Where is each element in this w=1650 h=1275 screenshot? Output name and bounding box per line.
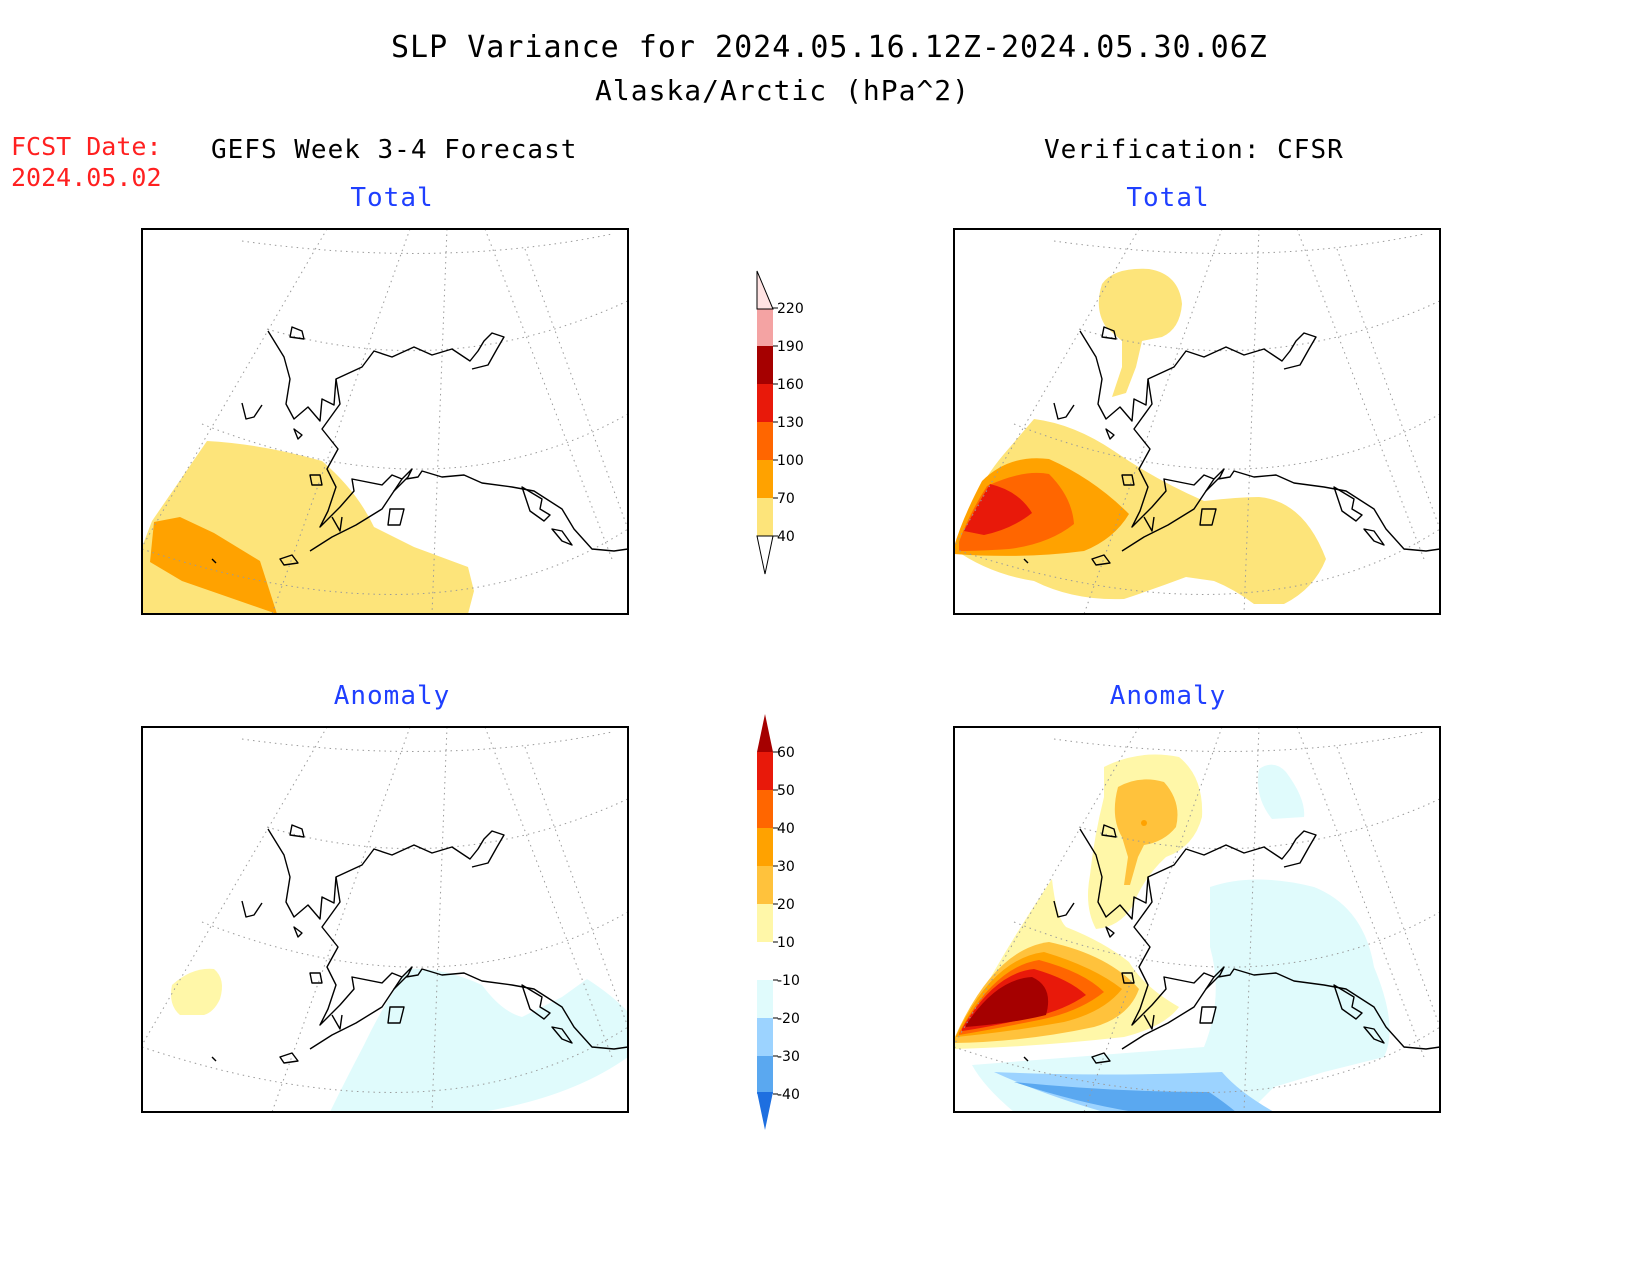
fcst-date-block: FCST Date: 2024.05.02 — [11, 131, 162, 193]
colorbar-band — [757, 1018, 773, 1056]
map-panel-verification-total — [953, 228, 1441, 615]
shade-layer — [171, 968, 628, 1112]
colorbar-total: 40 70 100 130 160 190 220 — [756, 270, 804, 575]
panel-label-verification-total: Total — [1126, 183, 1210, 213]
colorbar-tick-label: -10 — [777, 973, 800, 989]
colorbar-tick-label: -40 — [777, 1087, 800, 1103]
colorbar-bottom-triangle — [756, 535, 774, 575]
colorbar-tick-label: 160 — [777, 377, 804, 393]
colorbar-band — [757, 1056, 773, 1094]
colorbar-tick-label: 40 — [777, 821, 795, 837]
shade-10-20 — [171, 968, 222, 1015]
colorbar-tick-label: 50 — [777, 783, 795, 799]
map-frame — [141, 726, 629, 1113]
shade-layer — [954, 754, 1390, 1112]
colorbar-bottom-triangle — [757, 1092, 773, 1130]
shade-layer — [142, 441, 474, 614]
shade-70-100 — [150, 517, 277, 614]
shade-minus10-minus20 — [972, 879, 1390, 1112]
shade-130-160 — [964, 484, 1032, 535]
colorbar-tick-label: -20 — [777, 1011, 800, 1027]
colorbar-tick-label: 60 — [777, 745, 795, 761]
map-frame — [141, 228, 629, 615]
colorbar-band — [757, 308, 773, 346]
shade-20-30 — [1114, 779, 1178, 885]
colorbar-band — [757, 346, 773, 384]
colorbar-top-triangle — [757, 714, 773, 752]
shade-above-60 — [966, 977, 1049, 1027]
shade-max-point — [1141, 820, 1147, 826]
verification-column-header: Verification: CFSR — [1044, 135, 1344, 165]
colorbar-tick-label: 40 — [777, 529, 795, 545]
colorbar-top-triangle — [756, 270, 774, 310]
colorbar-band — [757, 384, 773, 422]
figure-title: SLP Variance for 2024.05.16.12Z-2024.05.… — [391, 30, 1268, 65]
colorbar-band — [757, 828, 773, 866]
map-panel-forecast-total — [141, 228, 629, 615]
colorbar-tick-label: 220 — [777, 301, 804, 317]
colorbar-band — [757, 866, 773, 904]
colorbar-tick-label: 10 — [777, 935, 795, 951]
colorbar-anomaly: 60 50 40 30 20 10 -10 -20 -30 -40 — [757, 714, 800, 1130]
colorbar-tick-label: 190 — [777, 339, 804, 355]
colorbar-tick-label: 130 — [777, 415, 804, 431]
panel-label-verification-anomaly: Anomaly — [1109, 681, 1227, 711]
colorbar-tick-label: 30 — [777, 859, 795, 875]
figure-subtitle: Alaska/Arctic (hPa^2) — [595, 74, 971, 107]
colorbar-tick-label: -30 — [777, 1049, 800, 1065]
colorbar-band — [757, 752, 773, 790]
colorbar-band — [757, 422, 773, 460]
colorbar-band — [757, 904, 773, 942]
colorbar-tick-label: 20 — [777, 897, 795, 913]
colorbar-tick-label: 100 — [777, 453, 804, 469]
shade-minus30-minus40 — [1014, 1082, 1236, 1112]
colorbar-band — [757, 460, 773, 498]
panel-label-forecast-anomaly: Anomaly — [333, 681, 451, 711]
shade-minus10-minus20 — [330, 968, 628, 1112]
map-panel-forecast-anomaly — [141, 726, 629, 1113]
map-frame — [953, 726, 1441, 1113]
colorbar-band — [757, 790, 773, 828]
colorbar-band — [757, 942, 773, 980]
map-panel-verification-anomaly — [953, 726, 1441, 1113]
shade-minus10-minus20 — [1257, 764, 1305, 819]
fcst-date-label: FCST Date: — [11, 132, 162, 161]
colorbar-tick-label: 70 — [777, 491, 795, 507]
panel-label-forecast-total: Total — [350, 183, 434, 213]
colorbar-band — [757, 980, 773, 1018]
colorbar-band — [757, 498, 773, 536]
map-frame — [953, 228, 1441, 615]
fcst-date-value: 2024.05.02 — [11, 163, 162, 192]
forecast-column-header: GEFS Week 3-4 Forecast — [211, 135, 578, 165]
shade-40-70 — [1098, 268, 1182, 397]
